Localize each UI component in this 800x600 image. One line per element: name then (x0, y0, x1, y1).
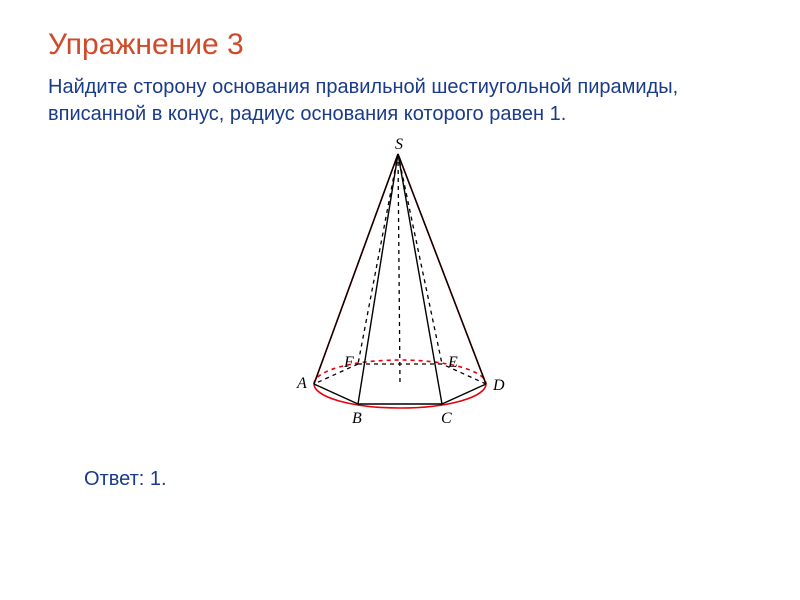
svg-text:E: E (447, 354, 458, 371)
exercise-title: Упражнение 3 (48, 28, 752, 62)
svg-text:A: A (296, 375, 307, 392)
problem-text: Найдите сторону основания правильной шес… (48, 74, 752, 128)
answer-text: Ответ: 1. (48, 468, 752, 491)
svg-text:S: S (395, 136, 403, 153)
figure: S A B C D E F (255, 136, 545, 436)
svg-text:C: C (441, 410, 452, 427)
svg-text:D: D (492, 377, 505, 394)
svg-text:B: B (352, 410, 362, 427)
svg-text:F: F (343, 354, 354, 371)
cone-pyramid-diagram: S A B C D E F (255, 136, 545, 436)
